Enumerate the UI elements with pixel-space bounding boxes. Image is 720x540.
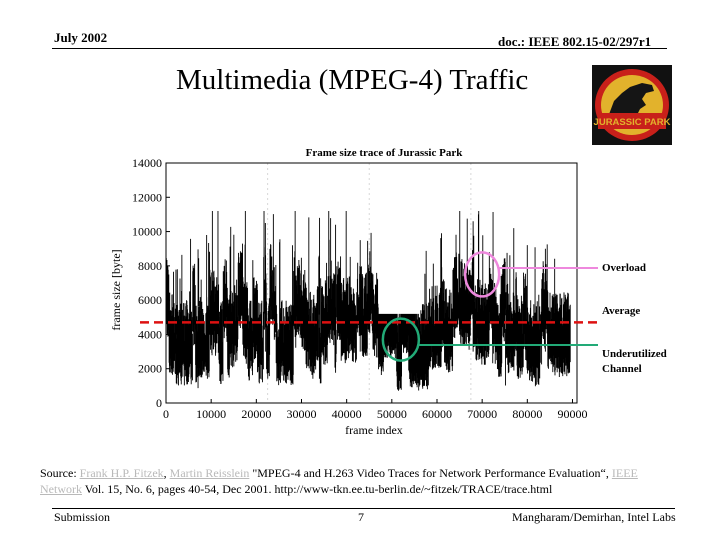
series-frame-size: [165, 211, 571, 391]
x-tick-label-5: 50000: [377, 407, 407, 421]
y-tick-label-1: 2000: [138, 362, 162, 376]
footer-submission: Submission: [54, 510, 111, 524]
x-tick-label-0: 0: [163, 407, 169, 421]
y-tick-label-3: 6000: [138, 293, 162, 307]
author-link-fitzek[interactable]: Frank H.P. Fitzek: [79, 466, 164, 480]
chart-title: Frame size trace of Jurassic Park: [306, 147, 464, 159]
x-tick-label-7: 70000: [467, 407, 497, 421]
overload-label: Overload: [602, 262, 646, 274]
x-tick-label-9: 90000: [557, 407, 587, 421]
y-tick-label-2: 4000: [138, 327, 162, 341]
logo-banner: [598, 113, 666, 129]
footer-authors: Mangharam/Demirhan, Intel Labs: [512, 510, 676, 524]
x-tick-label-1: 10000: [196, 407, 226, 421]
footer-page-number: 7: [358, 510, 364, 524]
underutilized-label-line1: Underutilized: [602, 348, 667, 360]
y-tick-label-4: 8000: [138, 259, 162, 273]
y-tick-label-0: 0: [156, 396, 162, 410]
author-link-reisslein[interactable]: Martin Reisslein: [169, 466, 250, 480]
underutilized-label-line2: Channel: [602, 363, 642, 375]
x-axis-ticks: 0 10000 20000 30000 40000 50000 60000 70000 8000…: [163, 399, 587, 421]
y-axis-ticks: 0 2000 4000 6000 8000 10000 12000 14000: [132, 156, 170, 410]
x-tick-label-3: 30000: [286, 407, 316, 421]
x-axis-label: frame index: [345, 423, 403, 437]
y-tick-label-5: 10000: [132, 225, 162, 239]
x-tick-label-4: 40000: [332, 407, 362, 421]
y-axis-label: frame size [byte]: [109, 249, 123, 330]
journal-link[interactable]: IEEE Network: [40, 466, 638, 496]
x-tick-label-2: 20000: [241, 407, 271, 421]
header-date: July 2002: [54, 30, 108, 45]
trex-icon: [608, 83, 654, 121]
header-doc-id: doc.: IEEE 802.15-02/297r1: [498, 34, 652, 49]
logo-text: JURASSIC PARK: [594, 117, 671, 128]
x-tick-label-8: 80000: [512, 407, 542, 421]
jurassic-park-logo: JURASSIC PARK: [592, 65, 672, 145]
source-prefix: Source:: [40, 466, 80, 480]
frame-size-trace: [165, 211, 571, 391]
underutilized-circle: [381, 317, 421, 362]
average-label: Average: [602, 305, 640, 317]
slide-title: Multimedia (MPEG-4) Traffic: [176, 64, 529, 96]
footer-rule: [52, 508, 675, 509]
source-rest: Vol. 15, No. 6, pages 40-54, Dec 2001. h…: [82, 481, 553, 496]
paper-title: "MPEG-4 and H.263 Video Traces for Netwo…: [249, 466, 612, 480]
source-sep: ,: [163, 466, 170, 480]
source-citation: Source: Frank H.P. Fitzek, Martin Reissl…: [40, 466, 680, 497]
y-tick-label-6: 12000: [132, 190, 162, 204]
overload-circle: [463, 251, 501, 298]
y-tick-label-7: 14000: [132, 156, 162, 170]
x-tick-label-6: 60000: [422, 407, 452, 421]
header-rule: [52, 48, 667, 49]
